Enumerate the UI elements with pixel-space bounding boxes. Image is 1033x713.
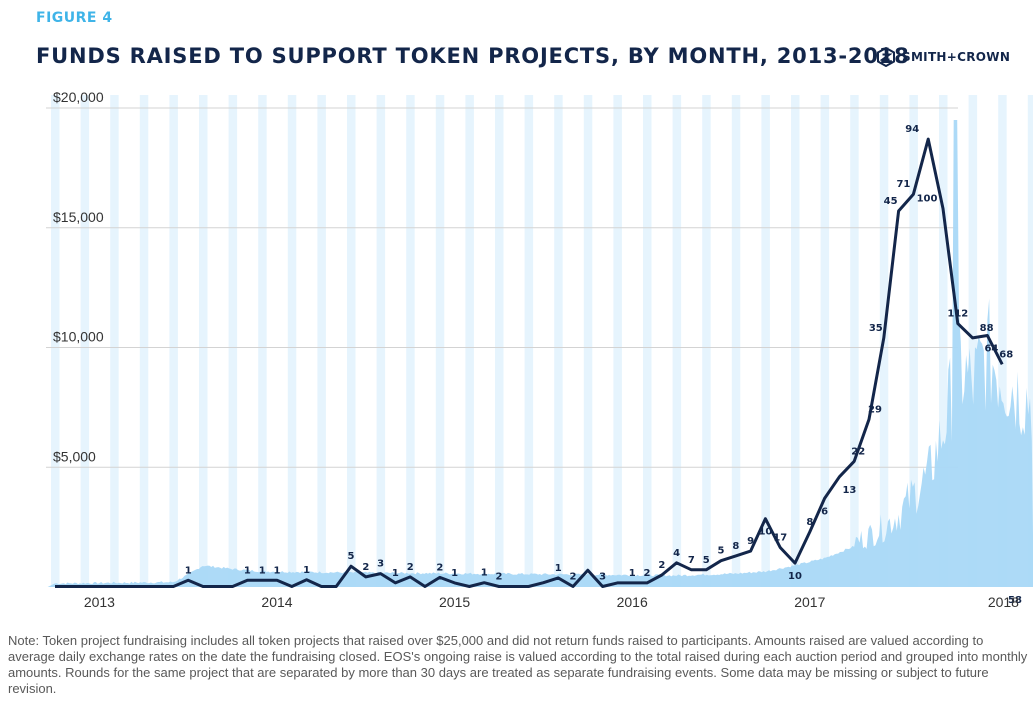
point-count-label: 1 <box>259 565 266 576</box>
month-band <box>820 95 830 587</box>
month-band <box>228 95 238 587</box>
point-count-label: 2 <box>570 572 577 583</box>
month-band <box>702 95 711 587</box>
point-count-label: 45 <box>884 196 898 207</box>
point-count-label: 35 <box>869 323 883 334</box>
month-band <box>376 95 386 587</box>
month-band <box>347 95 356 587</box>
month-band <box>51 95 60 587</box>
point-count-label: 94 <box>905 124 919 135</box>
month-band <box>761 95 770 587</box>
point-count-label: 22 <box>851 446 865 457</box>
point-count-label: 1 <box>629 568 636 579</box>
month-band <box>524 95 534 587</box>
daily-funds-area <box>47 120 1033 587</box>
point-count-label: 1 <box>185 565 192 576</box>
month-band <box>613 95 622 587</box>
smith-crown-logo-icon <box>877 47 895 67</box>
point-count-label: 2 <box>496 572 503 583</box>
chart-title: FUNDS RAISED TO SUPPORT TOKEN PROJECTS, … <box>36 44 910 68</box>
month-band <box>998 95 1007 587</box>
point-count-label: 5 <box>718 546 725 557</box>
brand-name: SMITH+CROWN <box>902 50 1011 64</box>
month-band <box>139 95 149 587</box>
x-tick-label: 2016 <box>617 594 648 610</box>
month-band <box>317 95 326 587</box>
point-count-label: 5 <box>703 555 710 566</box>
point-count-label: 100 <box>917 194 938 205</box>
point-count-label: 1 <box>303 565 310 576</box>
point-count-label: 4 <box>673 548 680 559</box>
point-count-label: 58 <box>1008 595 1022 606</box>
month-band <box>495 95 504 587</box>
month-band <box>465 95 474 587</box>
month-band <box>672 95 682 587</box>
brand-logo: SMITH+CROWN <box>876 47 1010 67</box>
month-band <box>791 95 800 587</box>
month-band <box>850 95 859 587</box>
point-count-label: 9 <box>747 536 754 547</box>
point-count-label: 7 <box>688 555 695 566</box>
month-band <box>731 95 741 587</box>
x-tick-label: 2018 <box>988 594 1019 610</box>
point-count-label: 29 <box>868 404 882 415</box>
point-count-label: 13 <box>842 485 856 496</box>
month-band <box>643 95 652 587</box>
point-count-label: 10 <box>758 527 772 538</box>
point-count-label: 88 <box>980 323 994 334</box>
point-count-label: 1 <box>244 565 251 576</box>
point-count-label: 68 <box>999 349 1013 360</box>
x-tick-label: 2013 <box>84 594 115 610</box>
point-count-label: 1 <box>274 565 281 576</box>
month-band <box>406 95 415 587</box>
monthly-funds-line <box>55 137 1004 588</box>
y-tick-label: $15,000 <box>53 209 104 225</box>
point-count-label: 112 <box>947 309 968 320</box>
point-count-label: 2 <box>362 562 369 573</box>
point-count-label: 64 <box>984 344 998 355</box>
y-tick-label: $10,000 <box>53 329 104 345</box>
month-band <box>80 95 90 587</box>
point-count-label: 1 <box>392 568 399 579</box>
point-count-label: 5 <box>348 551 355 562</box>
point-count-label: 8 <box>732 541 739 552</box>
month-band <box>1027 95 1033 587</box>
point-count-label: 2 <box>407 562 414 573</box>
month-band <box>909 95 918 587</box>
point-count-label: 1 <box>481 568 488 579</box>
chart-note: Note: Token project fundraising includes… <box>8 633 1028 696</box>
month-band <box>110 95 119 587</box>
month-band <box>939 95 948 587</box>
x-tick-label: 2017 <box>794 594 825 610</box>
point-count-label: 71 <box>896 179 910 190</box>
x-tick-label: 2014 <box>261 594 292 610</box>
point-count-label: 1 <box>555 563 562 574</box>
month-band <box>435 95 445 587</box>
y-tick-label: $20,000 <box>53 89 104 105</box>
point-count-label: 2 <box>436 562 443 573</box>
figure-label: FIGURE 4 <box>36 10 113 26</box>
point-count-label: 8 <box>806 517 813 528</box>
month-band <box>199 95 208 587</box>
point-count-label: 2 <box>644 568 651 579</box>
month-band <box>169 95 178 587</box>
y-tick-label: $5,000 <box>53 448 96 464</box>
point-count-label: 3 <box>599 572 606 583</box>
point-count-label: 3 <box>377 559 384 570</box>
month-band <box>287 95 297 587</box>
x-tick-label: 2015 <box>439 594 470 610</box>
point-count-label: 6 <box>821 506 828 517</box>
point-count-label: 2 <box>658 560 665 571</box>
month-band <box>554 95 563 587</box>
month-band <box>583 95 593 587</box>
point-count-label: 17 <box>773 533 787 544</box>
month-band <box>968 95 978 587</box>
point-count-label: 1 <box>451 568 458 579</box>
point-count-label: 10 <box>788 571 802 582</box>
month-band <box>258 95 267 587</box>
